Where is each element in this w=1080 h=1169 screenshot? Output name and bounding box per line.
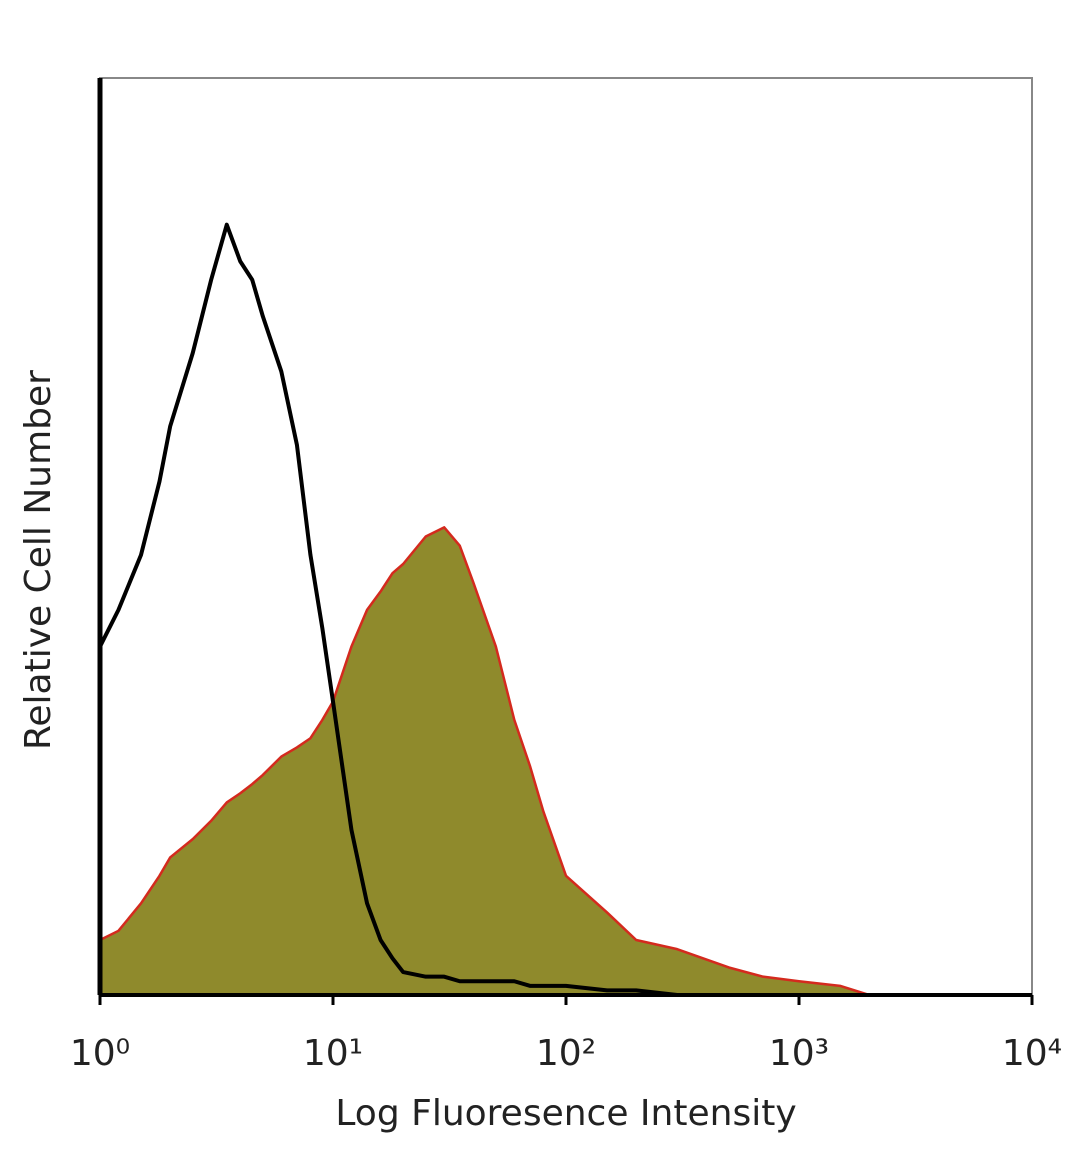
x-tick-label: 10¹ — [303, 1033, 363, 1074]
histogram-line — [99, 526, 1032, 997]
x-tick-label: 10² — [536, 1033, 596, 1074]
y-axis-label: Relative Cell Number — [18, 370, 59, 750]
x-tick-label: 10⁰ — [70, 1033, 130, 1074]
area-fill — [100, 527, 1032, 995]
x-tick-label: 10⁴ — [1002, 1033, 1062, 1074]
x-tick-label: 10³ — [769, 1033, 829, 1074]
x-axis-label: Log Fluoresence Intensity — [335, 1093, 796, 1134]
plot-area — [98, 222, 1032, 997]
